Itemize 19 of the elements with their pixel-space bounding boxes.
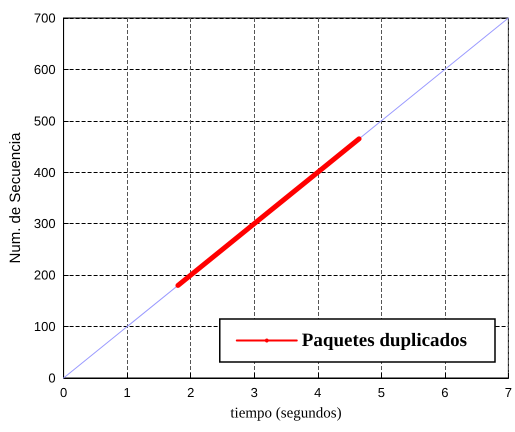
- x-tick-label: 4: [314, 385, 322, 400]
- x-tick-label: 1: [124, 385, 131, 400]
- x-tick-label: 7: [504, 385, 512, 400]
- legend-label: Paquetes duplicados: [302, 330, 468, 351]
- x-tick-label: 3: [250, 385, 258, 400]
- y-tick-label: 600: [34, 62, 56, 77]
- y-axis-title: Num. de Secuencia: [7, 132, 24, 264]
- y-tick-label: 300: [34, 216, 56, 232]
- x-tick-label: 2: [187, 385, 194, 400]
- y-tick-label: 200: [34, 268, 56, 283]
- y-tick-label: 700: [34, 10, 56, 26]
- x-tick-label: 6: [441, 385, 448, 400]
- y-tick-label: 100: [34, 319, 56, 334]
- y-tick-label: 0: [48, 370, 56, 386]
- x-axis-title: tiempo (segundos): [230, 406, 342, 422]
- x-tick-label: 5: [378, 385, 385, 400]
- y-tick-label: 500: [34, 113, 56, 128]
- x-tick-label: 0: [60, 385, 68, 400]
- y-tick-label: 400: [34, 164, 56, 180]
